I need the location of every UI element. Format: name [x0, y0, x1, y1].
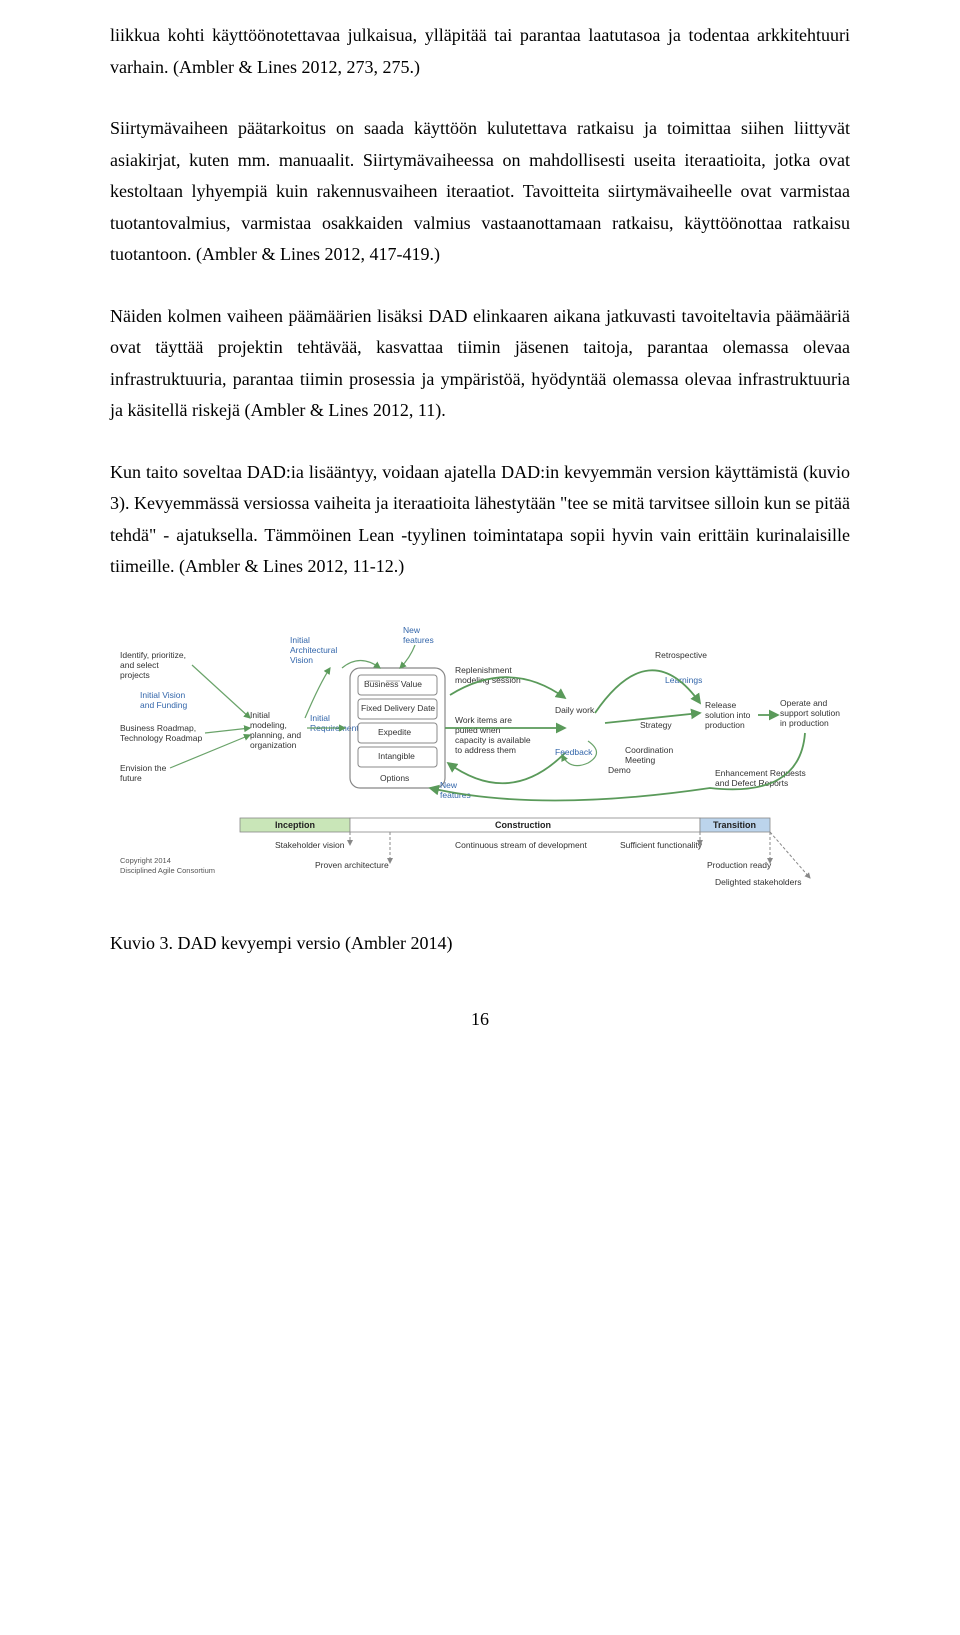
daily-work-label: Daily work — [555, 705, 595, 715]
fixed-date-label: Fixed Delivery Date — [361, 703, 435, 713]
release-label: Releasesolution intoproduction — [705, 700, 751, 730]
roadmap-label: Business Roadmap,Technology Roadmap — [120, 723, 202, 743]
initial-modeling-label: Initialmodeling,planning, andorganizatio… — [250, 710, 301, 750]
paragraph-2: Siirtymävaiheen päätarkoitus on saada kä… — [110, 113, 850, 271]
new-features-2-label: Newfeatures — [440, 780, 471, 800]
phase-transition-label: Transition — [713, 820, 756, 830]
milestone-continuous: Continuous stream of development — [455, 840, 587, 850]
operate-label: Operate andsupport solutionin production — [780, 698, 840, 728]
retrospective-label: Retrospective — [655, 650, 707, 660]
copyright-label: Copyright 2014Disciplined Agile Consorti… — [120, 856, 215, 875]
milestone-production: Production ready — [707, 860, 772, 870]
replenishment-label: Replenishmentmodeling session — [455, 665, 521, 685]
paragraph-1: liikkua kohti käyttöönotettavaa julkaisu… — [110, 20, 850, 83]
milestone-stakeholder: Stakeholder vision — [275, 840, 345, 850]
arch-vision-label: InitialArchitecturalVision — [290, 635, 337, 665]
phase-inception-label: Inception — [275, 820, 315, 830]
options-label: Options — [380, 773, 409, 783]
identify-label: Identify, prioritize,and selectprojects — [120, 650, 186, 680]
phase-construction-label: Construction — [495, 820, 551, 830]
envision-label: Envision thefuture — [120, 763, 167, 783]
feedback-label: Feedback — [555, 747, 593, 757]
initial-reqs-label: InitialRequirements — [310, 713, 363, 733]
figure-caption: Kuvio 3. DAD kevyempi versio (Ambler 201… — [110, 928, 850, 960]
paragraph-3: Näiden kolmen vaiheen päämäärien lisäksi… — [110, 301, 850, 427]
intangible-label: Intangible — [378, 751, 415, 761]
expedite-label: Expedite — [378, 727, 411, 737]
initial-vision-label: Initial Visionand Funding — [140, 690, 188, 710]
page-number: 16 — [110, 1009, 850, 1030]
paragraph-4: Kun taito soveltaa DAD:ia lisääntyy, voi… — [110, 457, 850, 583]
milestone-proven: Proven architecture — [315, 860, 389, 870]
dad-lifecycle-diagram: Identify, prioritize,and selectprojects … — [110, 613, 850, 908]
work-items-label: Work items arepulled whencapacity is ava… — [455, 715, 531, 755]
milestone-delighted: Delighted stakeholders — [715, 877, 801, 887]
strategy-label: Strategy — [640, 720, 672, 730]
enhancement-label: Enhancement Requestsand Defect Reports — [715, 768, 806, 788]
demo-label: Demo — [608, 765, 631, 775]
coord-label: CoordinationMeeting — [625, 745, 673, 765]
milestone-sufficient: Sufficient functionality — [620, 840, 703, 850]
new-features-label: Newfeatures — [403, 625, 434, 645]
